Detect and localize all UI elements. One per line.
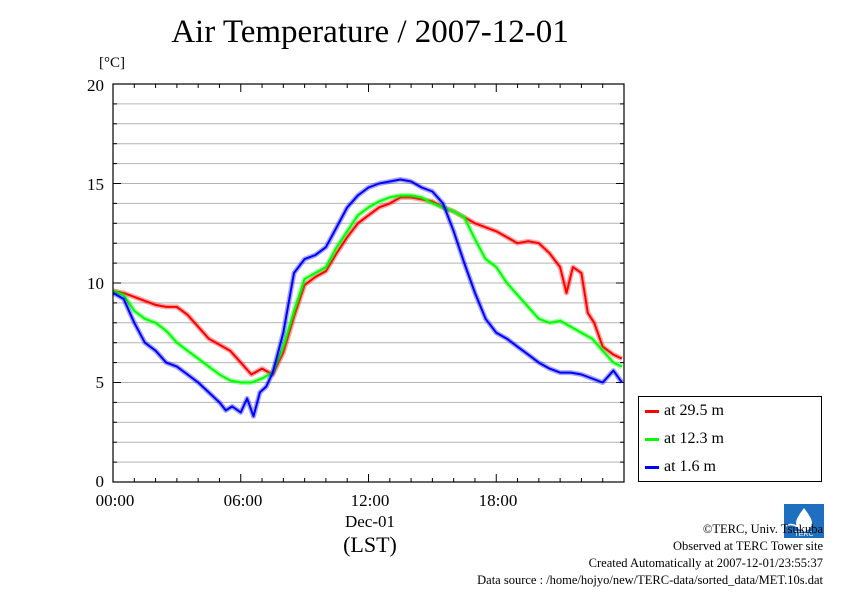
plot-frame (112, 83, 625, 483)
x-axis-date-label: Dec-01 (344, 512, 396, 531)
series-line (112, 178, 623, 418)
legend-item-12-3m: at 12.3 m (645, 429, 724, 449)
legend-item-1-6m: at 1.6 m (645, 457, 716, 477)
y-tick-label: 20 (87, 76, 104, 95)
series-line (112, 196, 623, 376)
svg-text:TERC: TERC (794, 531, 813, 538)
y-tick-label: 15 (87, 175, 104, 194)
legend: at 29.5 m at 12.3 m at 1.6 m (638, 396, 822, 482)
footer-created: Created Automatically at 2007-12-01/23:5… (588, 556, 823, 570)
legend-label: at 1.6 m (664, 458, 716, 475)
terc-logo-icon: TERC (784, 504, 824, 538)
series-line (112, 194, 623, 384)
x-tick-label: 00:00 (95, 491, 135, 510)
footer-source: Data source : /home/hojyo/new/TERC-data/… (477, 573, 823, 587)
legend-swatch (645, 437, 659, 441)
y-tick-label: 5 (95, 373, 105, 392)
x-axis-timezone-label: (LST) (343, 532, 397, 557)
legend-item-29-5m: at 29.5 m (645, 401, 724, 421)
footer-observed: Observed at TERC Tower site (672, 539, 823, 553)
legend-swatch (645, 409, 659, 413)
x-tick-label: 06:00 (223, 491, 263, 510)
legend-label: at 29.5 m (664, 402, 724, 419)
footer-copyright: ©TERC, Univ. Tsukuba (702, 522, 823, 536)
x-tick-label: 18:00 (478, 491, 518, 510)
series-halo (112, 194, 623, 377)
legend-label: at 12.3 m (664, 430, 724, 447)
y-tick-label: 10 (87, 274, 104, 293)
y-tick-label: 0 (95, 472, 105, 491)
x-tick-label: 12:00 (350, 491, 390, 510)
chart-title: Air Temperature / 2007-12-01 (171, 14, 569, 50)
legend-swatch (645, 465, 659, 469)
y-axis-unit-label: [°C] (99, 55, 125, 71)
